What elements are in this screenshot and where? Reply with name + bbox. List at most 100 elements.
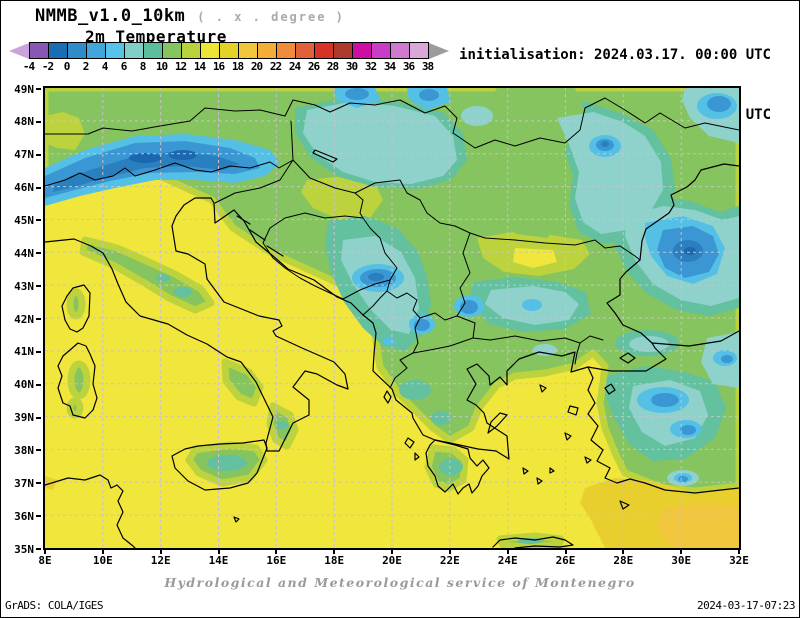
- colorbar-segment: [49, 43, 68, 58]
- field-teal-pindus-s: [431, 411, 451, 425]
- field-bl-topedge1: [345, 88, 369, 100]
- model-title-note: ( . x . degree ): [197, 10, 345, 24]
- colorbar-tick-label: 38: [421, 60, 434, 73]
- colorbar-tick-labels: -4 -2 0 2 4 6 8 10 12 14 16 18 20 22 24 26 28 30 32 34 36 38: [19, 60, 449, 73]
- field-yellow-danube-core: [513, 248, 557, 268]
- longitude-tick: 20E: [372, 550, 412, 567]
- latitude-tick: 45N: [14, 213, 41, 227]
- colorbar-segments: [29, 42, 429, 59]
- colorbar-tick-label: 14: [193, 60, 206, 73]
- lat-tick-mark: [36, 482, 41, 485]
- longitude-tick: 28E: [603, 550, 643, 567]
- field-teal-pindus: [399, 380, 431, 400]
- field-cy-bulgaria: [522, 299, 542, 311]
- field-yg-rhine: [45, 112, 85, 150]
- grads-credit: GrADS: COLA/IGES: [5, 599, 103, 612]
- colorbar-tick-label: 4: [101, 60, 109, 73]
- model-title: NMMB_v1.0_10km ( . x . degree ): [35, 6, 345, 26]
- colorbar-tick-label: 22: [269, 60, 282, 73]
- lat-tick-mark: [36, 285, 41, 288]
- latitude-tick: 37N: [14, 476, 41, 490]
- longitude-tick: 32E: [719, 550, 759, 567]
- latitude-tick: 47N: [14, 148, 41, 162]
- coast-sicily: [171, 439, 268, 491]
- latitude-tick: 44N: [14, 246, 41, 260]
- colorbar-segment: [410, 43, 428, 58]
- field-bl-anatolia2: [680, 425, 696, 435]
- service-credit: Hydrological and Meteorological service …: [164, 575, 636, 590]
- model-title-text: NMMB_v1.0_10km: [35, 6, 186, 26]
- coast-blacksea-west: [606, 163, 739, 344]
- coast-peloponnese: [425, 439, 490, 495]
- temperature-colorbar: -4 -2 0 2 4 6 8 10 12 14 16 18 20 22 24 26 28 30 32 34 36 38: [9, 42, 449, 73]
- lon-tick-mark: [44, 550, 46, 554]
- latitude-axis: 49N 48N 47N 46N 45N 44N 43N 42N 41N 40N …: [1, 83, 41, 556]
- longitude-tick: 16E: [256, 550, 296, 567]
- coast-tunisia: [45, 474, 136, 548]
- latitude-tick: 48N: [14, 115, 41, 129]
- colorbar-tick-label: 0: [63, 60, 71, 73]
- lon-tick-mark: [101, 550, 104, 554]
- colorbar-tick-label: 36: [402, 60, 415, 73]
- longitude-tick: 14E: [199, 550, 239, 567]
- coast-crete: [492, 536, 574, 548]
- field-teal-apennine2: [156, 274, 170, 282]
- longitude-tick: 30E: [661, 550, 701, 567]
- colorbar-tick-label: 18: [231, 60, 244, 73]
- lon-tick-mark: [159, 550, 162, 554]
- lon-tick-mark: [333, 550, 336, 554]
- border-macedonia-albania: [389, 312, 474, 389]
- border-slovenia-croatia: [214, 159, 364, 219]
- field-green-sardinia-s: [66, 397, 84, 419]
- temperature-map-svg: [45, 88, 739, 548]
- longitude-tick: 10E: [83, 550, 123, 567]
- lat-tick-mark: [36, 416, 41, 419]
- field-db-blacksea: [684, 247, 696, 255]
- colorbar-segment: [391, 43, 410, 58]
- longitude-tick: 18E: [314, 550, 354, 567]
- country-borders: [45, 97, 739, 389]
- field-teal-apennine1: [174, 287, 192, 297]
- lon-tick-mark: [738, 550, 740, 554]
- field-bl-topedge2: [419, 89, 439, 101]
- field-teal-calabria: [276, 421, 288, 429]
- colorbar-segment: [220, 43, 239, 58]
- lat-tick-mark: [36, 120, 41, 123]
- coast-malta: [233, 516, 240, 523]
- latitude-tick: 39N: [14, 411, 41, 425]
- colorbar-tick-label: 6: [120, 60, 128, 73]
- field-bl-antalya: [678, 476, 688, 482]
- colorbar-segment: [125, 43, 144, 58]
- colorbar-segment: [296, 43, 315, 58]
- init-time: initialisation: 2024.03.17. 00:00 UTC: [459, 47, 771, 63]
- colorbar-tick-label: 20: [250, 60, 263, 73]
- field-green-carpathians: [477, 88, 585, 238]
- colorbar-tick-label: -2: [41, 60, 54, 73]
- field-mb-alps: [53, 151, 240, 192]
- colorbar-left-arrow-icon: [9, 42, 29, 59]
- border-serbia-bulgaria: [456, 232, 471, 317]
- colorbar-right-arrow-icon: [429, 42, 449, 59]
- border-north-chain: [45, 97, 739, 149]
- coast-turkey-west: [587, 366, 739, 494]
- longitude-tick: 12E: [141, 550, 181, 567]
- colorbar-tick-label: 8: [139, 60, 147, 73]
- lon-tick-mark: [622, 550, 625, 554]
- colorbar-tick-label: 2: [82, 60, 90, 73]
- map-canvas: [43, 86, 741, 550]
- latitude-tick: 41N: [14, 345, 41, 359]
- longitude-tick: 8E: [25, 550, 65, 567]
- coastlines: [45, 149, 739, 548]
- lon-tick-mark: [564, 550, 567, 554]
- colorbar-segment: [68, 43, 87, 58]
- lat-tick-mark: [36, 548, 41, 550]
- lat-tick-mark: [36, 153, 41, 156]
- colorbar-tick-label: 26: [307, 60, 320, 73]
- colorbar-segment: [258, 43, 277, 58]
- field-green-sardinia: [67, 360, 91, 400]
- latitude-tick: 43N: [14, 279, 41, 293]
- field-pc-marmara: [629, 336, 669, 352]
- colorbar-tick-label: 30: [345, 60, 358, 73]
- field-mb-dinarides: [368, 273, 384, 281]
